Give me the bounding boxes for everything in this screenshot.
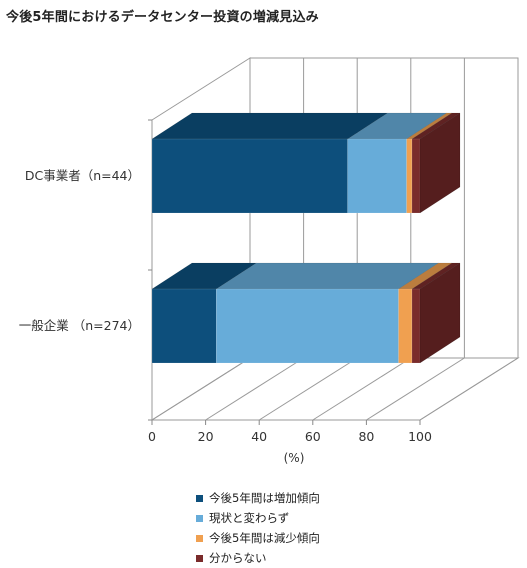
legend-item: 現状と変わらず	[196, 508, 320, 528]
legend-label: 今後5年間は減少傾向	[209, 531, 320, 545]
bar-segment	[406, 138, 413, 214]
legend-item: 今後5年間は減少傾向	[196, 528, 320, 548]
chart-category-labels: DC事業者（n=44） 一般企業 （n=274）	[19, 168, 140, 333]
legend-item: 分からない	[196, 548, 320, 568]
chart-walls	[150, 57, 520, 421]
legend-swatch	[196, 554, 203, 562]
floor-gridline	[312, 357, 412, 421]
chart-tick-labels: 0 20 40 60 80 100	[148, 429, 432, 444]
legend-swatch	[196, 514, 203, 522]
x-tick-label: 60	[305, 429, 321, 444]
floor-gridline	[258, 357, 358, 421]
category-label: 一般企業 （n=274）	[19, 318, 140, 333]
bar-segment	[347, 138, 407, 214]
chart-legend: 今後5年間は増加傾向 現状と変わらず今後5年間は減少傾向 分からない	[196, 488, 320, 568]
legend-label: 分からない	[209, 551, 267, 565]
left-wall	[151, 57, 251, 421]
floor-gridline	[366, 357, 465, 421]
x-axis-label: (%)	[284, 451, 305, 465]
category-label: DC事業者（n=44）	[25, 168, 140, 183]
floor-gridline	[151, 357, 251, 421]
bar-segment	[411, 288, 421, 364]
bar-segment	[216, 288, 399, 364]
bar-top-face	[151, 112, 389, 140]
x-tick-label: 20	[198, 429, 214, 444]
bar-side-face	[419, 112, 461, 214]
x-tick-label: 100	[408, 429, 432, 444]
floor-gridline	[419, 357, 519, 421]
bar-segment	[151, 288, 217, 364]
bar-segment	[398, 288, 413, 364]
legend-swatch	[196, 534, 203, 542]
legend-item: 今後5年間は増加傾向	[196, 488, 320, 508]
bar-segment	[411, 138, 421, 214]
legend-label: 現状と変わらず	[209, 511, 290, 525]
legend-swatch	[196, 494, 203, 502]
chart-title: 今後5年間におけるデータセンター投資の増減見込み	[6, 10, 319, 25]
x-tick-label: 40	[251, 429, 267, 444]
x-tick-label: 0	[148, 429, 156, 444]
bar-segment	[151, 138, 348, 214]
bar-side-face	[419, 262, 461, 364]
floor-gridline	[205, 357, 304, 421]
x-tick-label: 80	[358, 429, 374, 444]
legend-label: 今後5年間は増加傾向	[209, 491, 320, 505]
chart-bars	[151, 112, 461, 364]
